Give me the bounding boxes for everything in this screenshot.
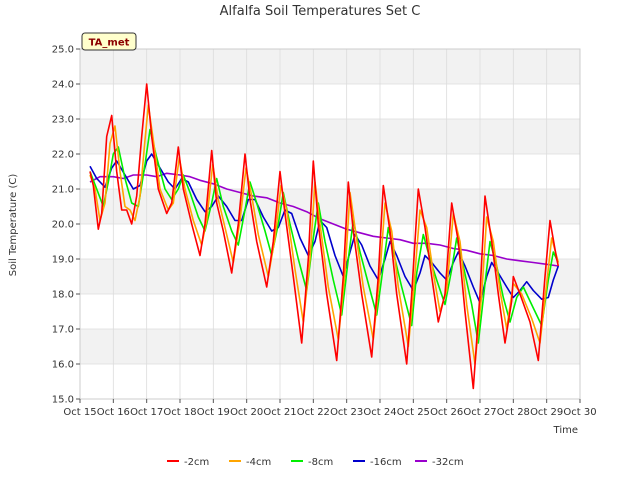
y-tick-label: 18.0 <box>52 290 74 301</box>
legend-label: -4cm <box>246 457 271 468</box>
legend-item: -16cm <box>353 457 402 468</box>
x-tick-label: Oct 15 <box>63 407 96 418</box>
x-tick-label: Oct 20 <box>230 407 263 418</box>
grid-band <box>80 119 580 154</box>
x-tick-label: Oct 22 <box>297 407 330 418</box>
x-tick-label: Oct 19 <box>197 407 230 418</box>
legend-label: -32cm <box>432 457 464 468</box>
legend-label: -8cm <box>308 457 333 468</box>
grid-band <box>80 189 580 224</box>
x-tick-label: Oct 25 <box>397 407 430 418</box>
x-tick-label: Oct 28 <box>497 407 530 418</box>
y-tick-label: 25.0 <box>52 45 74 56</box>
grid-band <box>80 49 580 84</box>
legend: -2cm -4cm -8cm -16cm -32cm <box>167 457 464 468</box>
y-tick-label: 19.0 <box>52 255 74 266</box>
grid-band <box>80 329 580 364</box>
legend-item: -8cm <box>291 457 333 468</box>
y-tick-label: 23.0 <box>52 115 74 126</box>
x-tick-label: Oct 16 <box>97 407 130 418</box>
x-tick-label: Oct 29 <box>530 407 563 418</box>
y-tick-label: 20.0 <box>52 220 74 231</box>
x-tick-label: Oct 23 <box>330 407 363 418</box>
x-tick-label: Oct 17 <box>130 407 163 418</box>
x-tick-label: Oct 24 <box>363 407 396 418</box>
site-label-text: TA_met <box>89 38 130 49</box>
y-axis-label: Soil Temperature (C) <box>8 174 19 277</box>
legend-label: -16cm <box>370 457 402 468</box>
y-tick-label: 15.0 <box>52 395 74 406</box>
x-tick-label: Oct 18 <box>163 407 196 418</box>
y-tick-label: 21.0 <box>52 185 74 196</box>
x-tick-label: Oct 30 <box>563 407 596 418</box>
y-tick-label: 17.0 <box>52 325 74 336</box>
y-tick-label: 16.0 <box>52 360 74 371</box>
legend-label: -2cm <box>184 457 209 468</box>
x-tick-label: Oct 27 <box>463 407 496 418</box>
chart-title: Alfalfa Soil Temperatures Set C <box>220 4 421 19</box>
y-tick-label: 24.0 <box>52 80 74 91</box>
legend-item: -32cm <box>415 457 464 468</box>
x-tick-label: Oct 26 <box>430 407 463 418</box>
x-tick-label: Oct 21 <box>263 407 296 418</box>
legend-item: -2cm <box>167 457 209 468</box>
site-label-box: TA_met <box>81 32 137 51</box>
series-line-neg2cm <box>89 83 560 390</box>
legend-item: -4cm <box>229 457 271 468</box>
y-tick-label: 22.0 <box>52 150 74 161</box>
x-axis-label: Time <box>553 425 578 436</box>
site-label-background <box>81 32 137 51</box>
